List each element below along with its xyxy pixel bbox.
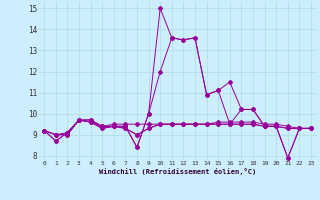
X-axis label: Windchill (Refroidissement éolien,°C): Windchill (Refroidissement éolien,°C) — [99, 168, 256, 175]
